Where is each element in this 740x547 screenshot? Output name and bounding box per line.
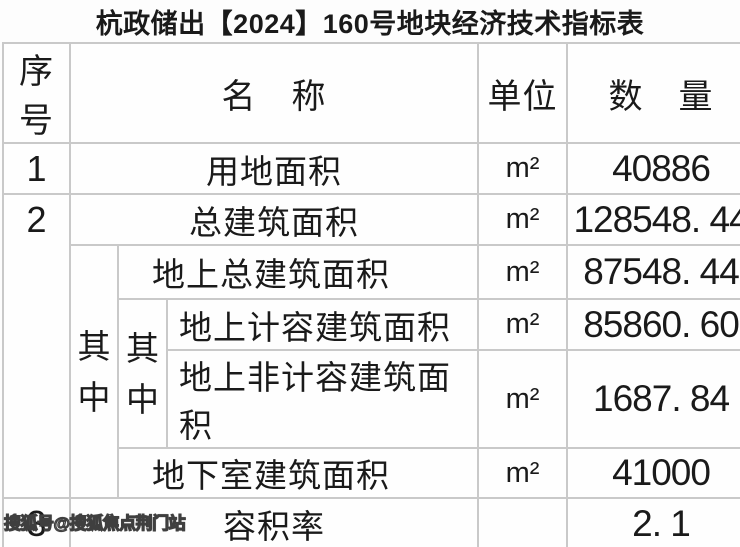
table-row: 2 总建筑面积 m² 128548. 44 xyxy=(2,193,740,499)
table-row: 3 容积率 2. 1 xyxy=(2,497,740,547)
unit-cell: m² xyxy=(477,447,569,499)
subgroup-label-cell-inner: 其中 xyxy=(117,298,168,449)
name-cell: 地上非计容建筑面积 xyxy=(165,349,480,449)
table-row: 其中 地上总建筑面积 m² 87548. 44 xyxy=(3,244,740,499)
name-cell: 地上计容建筑面积 xyxy=(165,298,480,351)
quantity-cell: 2. 1 xyxy=(566,497,740,547)
table-row: 1 用地面积 m² 40886 xyxy=(2,142,740,195)
name-cell: 地下室建筑面积 xyxy=(116,447,480,499)
unit-cell: m² xyxy=(477,193,569,246)
indicator-table-body: 序号 名 称 单位 数 量 1 用地面积 m² 40886 2 总建筑面积 m²… xyxy=(2,42,740,547)
unit-cell: m² xyxy=(477,349,569,449)
quantity-cell: 85860. 60 xyxy=(566,298,740,351)
index-cell: 1 xyxy=(2,142,71,195)
unit-cell: m² xyxy=(477,142,569,195)
table-header-row: 序号 名 称 单位 数 量 xyxy=(2,42,740,144)
name-cell: 地上总建筑面积 xyxy=(116,244,480,300)
name-cell: 容积率 xyxy=(68,497,480,547)
table-row: 其中 地上计容建筑面积 m² 85860. 60 xyxy=(3,298,740,449)
unit-cell: m² xyxy=(477,298,569,351)
table-row: 地上非计容建筑面积 m² 1687. 84 xyxy=(3,349,740,449)
col-header-quantity: 数 量 xyxy=(566,42,740,144)
col-header-unit: 单位 xyxy=(477,42,569,144)
subgroup-label-cell-outer: 其中 xyxy=(69,244,119,499)
name-cell: 用地面积 xyxy=(68,142,480,195)
index-cell: 3 xyxy=(2,497,71,547)
unit-cell: m² xyxy=(477,244,569,300)
table-row: 地下室建筑面积 m² 41000 xyxy=(3,447,740,499)
col-header-index: 序号 xyxy=(2,42,71,144)
quantity-cell: 87548. 44 xyxy=(566,244,740,300)
quantity-cell: 41000 xyxy=(566,447,740,499)
page-title: 杭政储出【2024】160号地块经济技术指标表 xyxy=(95,8,645,39)
indicator-table: 序号 名 称 单位 数 量 1 用地面积 m² 40886 2 总建筑面积 m²… xyxy=(2,42,740,547)
quantity-cell: 128548. 44 xyxy=(566,193,740,246)
unit-cell xyxy=(477,497,569,547)
index-cell-group: 2 xyxy=(2,193,71,499)
sohu-watermark: 搜狐号@搜狐焦点荆门站 xyxy=(3,513,186,533)
col-header-name: 名 称 xyxy=(68,42,480,144)
quantity-cell: 40886 xyxy=(566,142,740,195)
name-cell: 总建筑面积 xyxy=(68,193,480,246)
quantity-cell: 1687. 84 xyxy=(566,349,740,449)
